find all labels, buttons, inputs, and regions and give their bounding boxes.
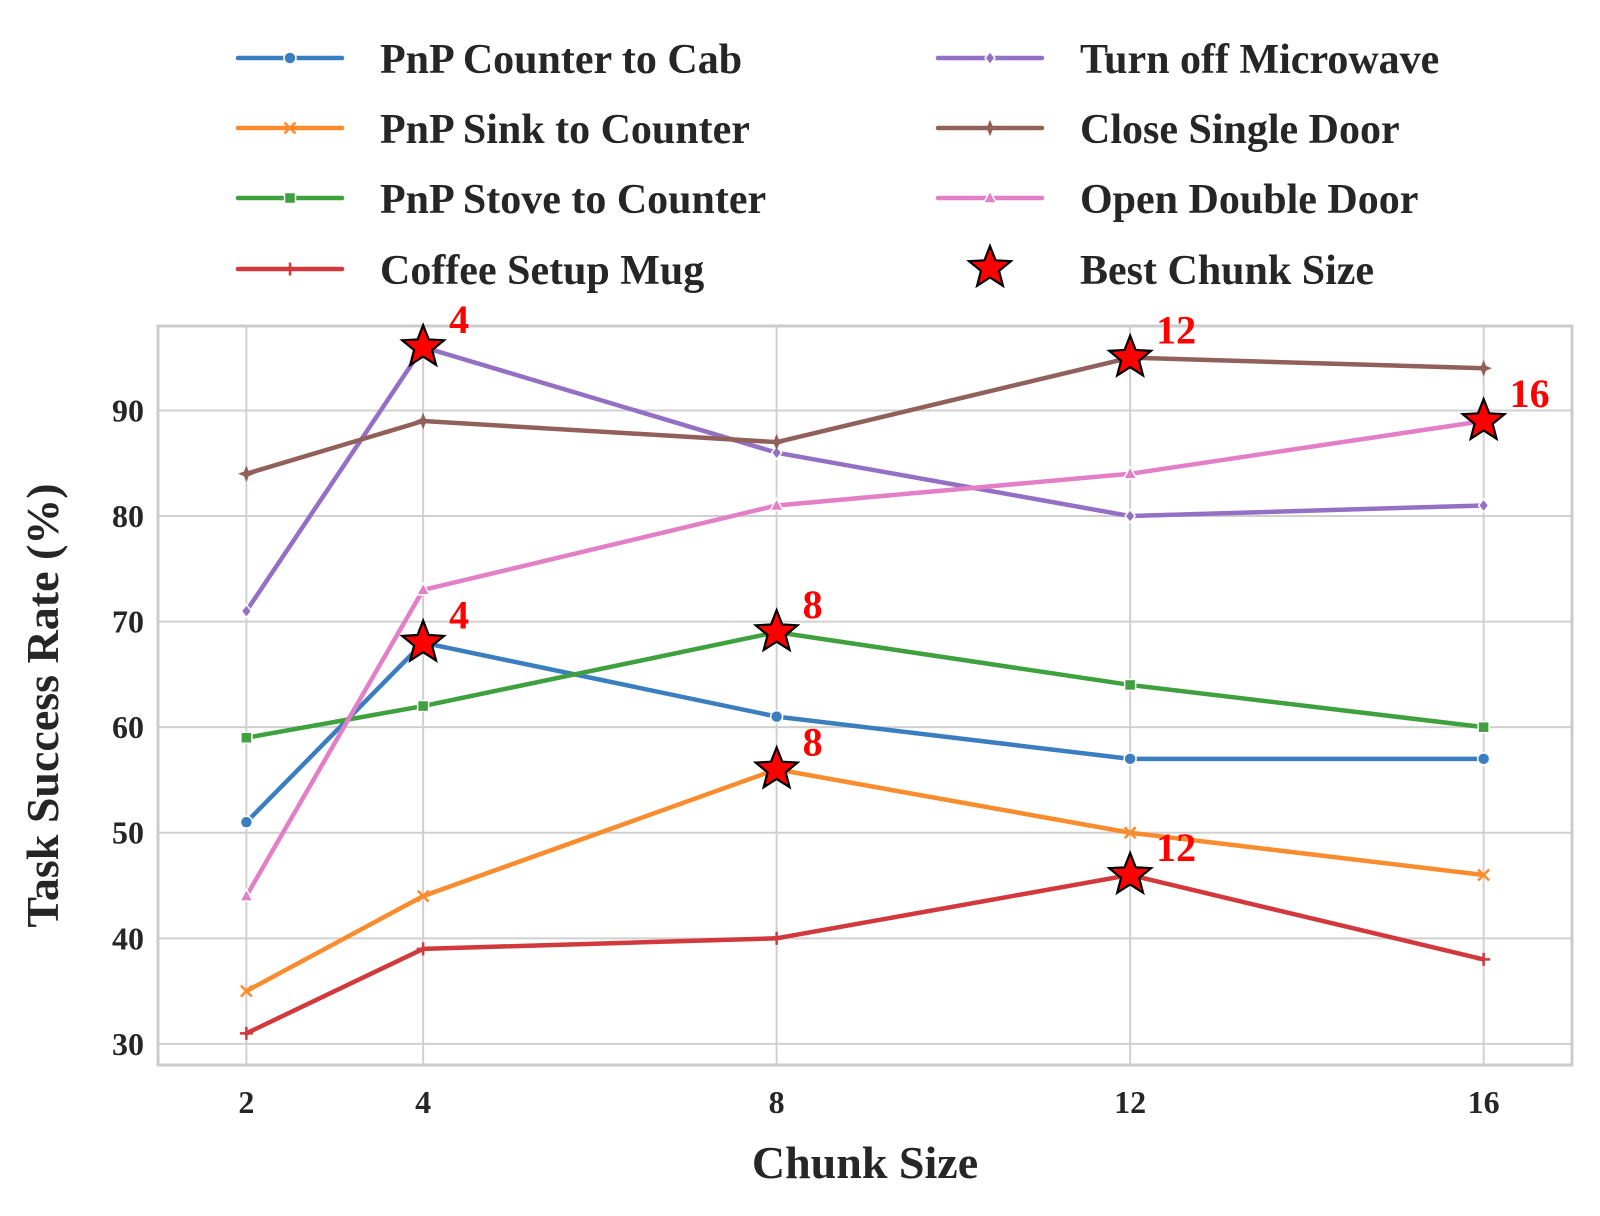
- legend-marker: [984, 50, 996, 66]
- legend-star: [966, 242, 1014, 289]
- data-point: [1123, 826, 1137, 840]
- data-point: [1475, 359, 1492, 377]
- best-chunk-label: 4: [449, 297, 469, 342]
- series-line: [244, 344, 1486, 614]
- data-point: [1124, 508, 1137, 524]
- data-point: [1477, 720, 1490, 734]
- legend-label: Close Single Door: [1080, 107, 1400, 153]
- y-tick-label: 60: [112, 709, 144, 745]
- data-point: [416, 942, 430, 956]
- legend: PnP Counter to Cab PnP Sink to Counter PnP…: [235, 37, 1439, 294]
- y-axis-label: Task Success Rate (%): [17, 483, 68, 927]
- series-line: [244, 355, 1486, 477]
- x-tick-label: 16: [1468, 1084, 1500, 1120]
- best-chunk-star: [1106, 332, 1154, 378]
- legend-marker: [283, 262, 297, 276]
- legend-entry-close-single-door: Close Single Door: [935, 107, 1400, 153]
- series-open-double-door: [238, 412, 1492, 902]
- best-chunk-label: 12: [1156, 825, 1196, 870]
- data-point: [1122, 465, 1138, 480]
- legend-label: PnP Stove to Counter: [380, 177, 766, 223]
- legend-marker: [283, 191, 297, 205]
- legend-label: Open Double Door: [1080, 177, 1418, 223]
- legend-label: PnP Counter to Cab: [380, 37, 742, 83]
- y-tick-label: 30: [112, 1026, 144, 1062]
- legend-entry-pnp-stove-to-counter: PnP Stove to Counter: [235, 177, 766, 223]
- data-point: [769, 709, 784, 724]
- data-point: [238, 887, 255, 902]
- best-chunk-star: [752, 607, 801, 653]
- data-point: [770, 931, 784, 945]
- data-point: [240, 603, 253, 619]
- plot-frame: [156, 324, 1574, 1067]
- legend-entry-coffee-setup-mug: Coffee Setup Mug: [235, 248, 704, 294]
- best-chunk-label: 8: [803, 719, 823, 764]
- data-point: [239, 1026, 253, 1040]
- data-point: [414, 412, 432, 430]
- data-point: [239, 984, 253, 998]
- series-turn-off-microwave: [240, 339, 1490, 619]
- data-point: [238, 465, 255, 483]
- best-chunk-star: [399, 617, 447, 663]
- y-tick-label: 50: [112, 815, 144, 851]
- data-point: [1477, 868, 1491, 882]
- best-chunk-star: [1106, 849, 1154, 896]
- legend-marker: [982, 189, 998, 204]
- data-point: [1123, 752, 1137, 766]
- legend-label: PnP Sink to Counter: [380, 107, 750, 153]
- x-tick-label: 2: [238, 1084, 254, 1120]
- best-chunk-star: [399, 322, 447, 368]
- x-tick-label: 4: [415, 1084, 431, 1120]
- data-point: [768, 496, 785, 512]
- best-chunk-label: 4: [449, 593, 469, 638]
- data-point: [768, 433, 785, 451]
- legend-marker: [283, 51, 297, 65]
- x-axis-label: Chunk Size: [752, 1137, 978, 1188]
- plot-area: 4 4 8 8 12 12 16: [156, 297, 1574, 1067]
- series-pnp-counter-to-cab: [239, 635, 1491, 829]
- legend-entry-best-chunk-size: Best Chunk Size: [966, 242, 1374, 294]
- legend-marker: [283, 121, 297, 135]
- data-point: [415, 581, 431, 596]
- legend-entry-open-double-door: Open Double Door: [935, 177, 1418, 223]
- x-tick-label: 8: [769, 1084, 785, 1120]
- data-point: [770, 444, 783, 461]
- best-chunk-label: 8: [803, 582, 823, 627]
- y-tick-label: 90: [112, 392, 144, 428]
- legend-marker: [981, 119, 999, 137]
- best-chunk-star: [752, 744, 801, 790]
- series-line: [244, 640, 1486, 825]
- data-point: [1477, 952, 1491, 966]
- data-point: [240, 731, 253, 744]
- x-tick-labels: 2 4 8 12 16: [238, 1084, 1499, 1120]
- data-point: [1123, 678, 1137, 692]
- data-point: [416, 699, 430, 713]
- data-point: [1476, 752, 1491, 766]
- data-point: [239, 815, 254, 829]
- data-point: [1477, 497, 1490, 514]
- series-line: [244, 872, 1486, 1036]
- y-tick-label: 40: [112, 920, 144, 956]
- best-chunk-star: [1459, 395, 1508, 442]
- series-close-single-door: [238, 349, 1492, 483]
- legend-label: Coffee Setup Mug: [380, 248, 704, 294]
- legend-entry-pnp-sink-to-counter: PnP Sink to Counter: [235, 107, 750, 153]
- legend-entry-pnp-counter-to-cab: PnP Counter to Cab: [235, 37, 742, 83]
- data-point: [416, 889, 430, 903]
- y-tick-label: 80: [112, 498, 144, 534]
- best-chunk-markers: 4 4 8 8 12 12 16: [399, 297, 1550, 896]
- y-tick-labels: 30 40 50 60 70 80 90: [112, 392, 144, 1061]
- y-tick-label: 70: [112, 604, 144, 640]
- legend-label: Best Chunk Size: [1080, 248, 1374, 294]
- best-chunk-label: 12: [1156, 308, 1196, 353]
- series-pnp-sink-to-counter: [239, 763, 1491, 998]
- series-layer: [238, 339, 1492, 1040]
- best-chunk-label: 16: [1510, 371, 1550, 416]
- series-line: [244, 767, 1486, 994]
- x-tick-label: 12: [1114, 1084, 1146, 1120]
- legend-label: Turn off Microwave: [1080, 37, 1439, 83]
- legend-entry-turn-off-microwave: Turn off Microwave: [935, 37, 1439, 83]
